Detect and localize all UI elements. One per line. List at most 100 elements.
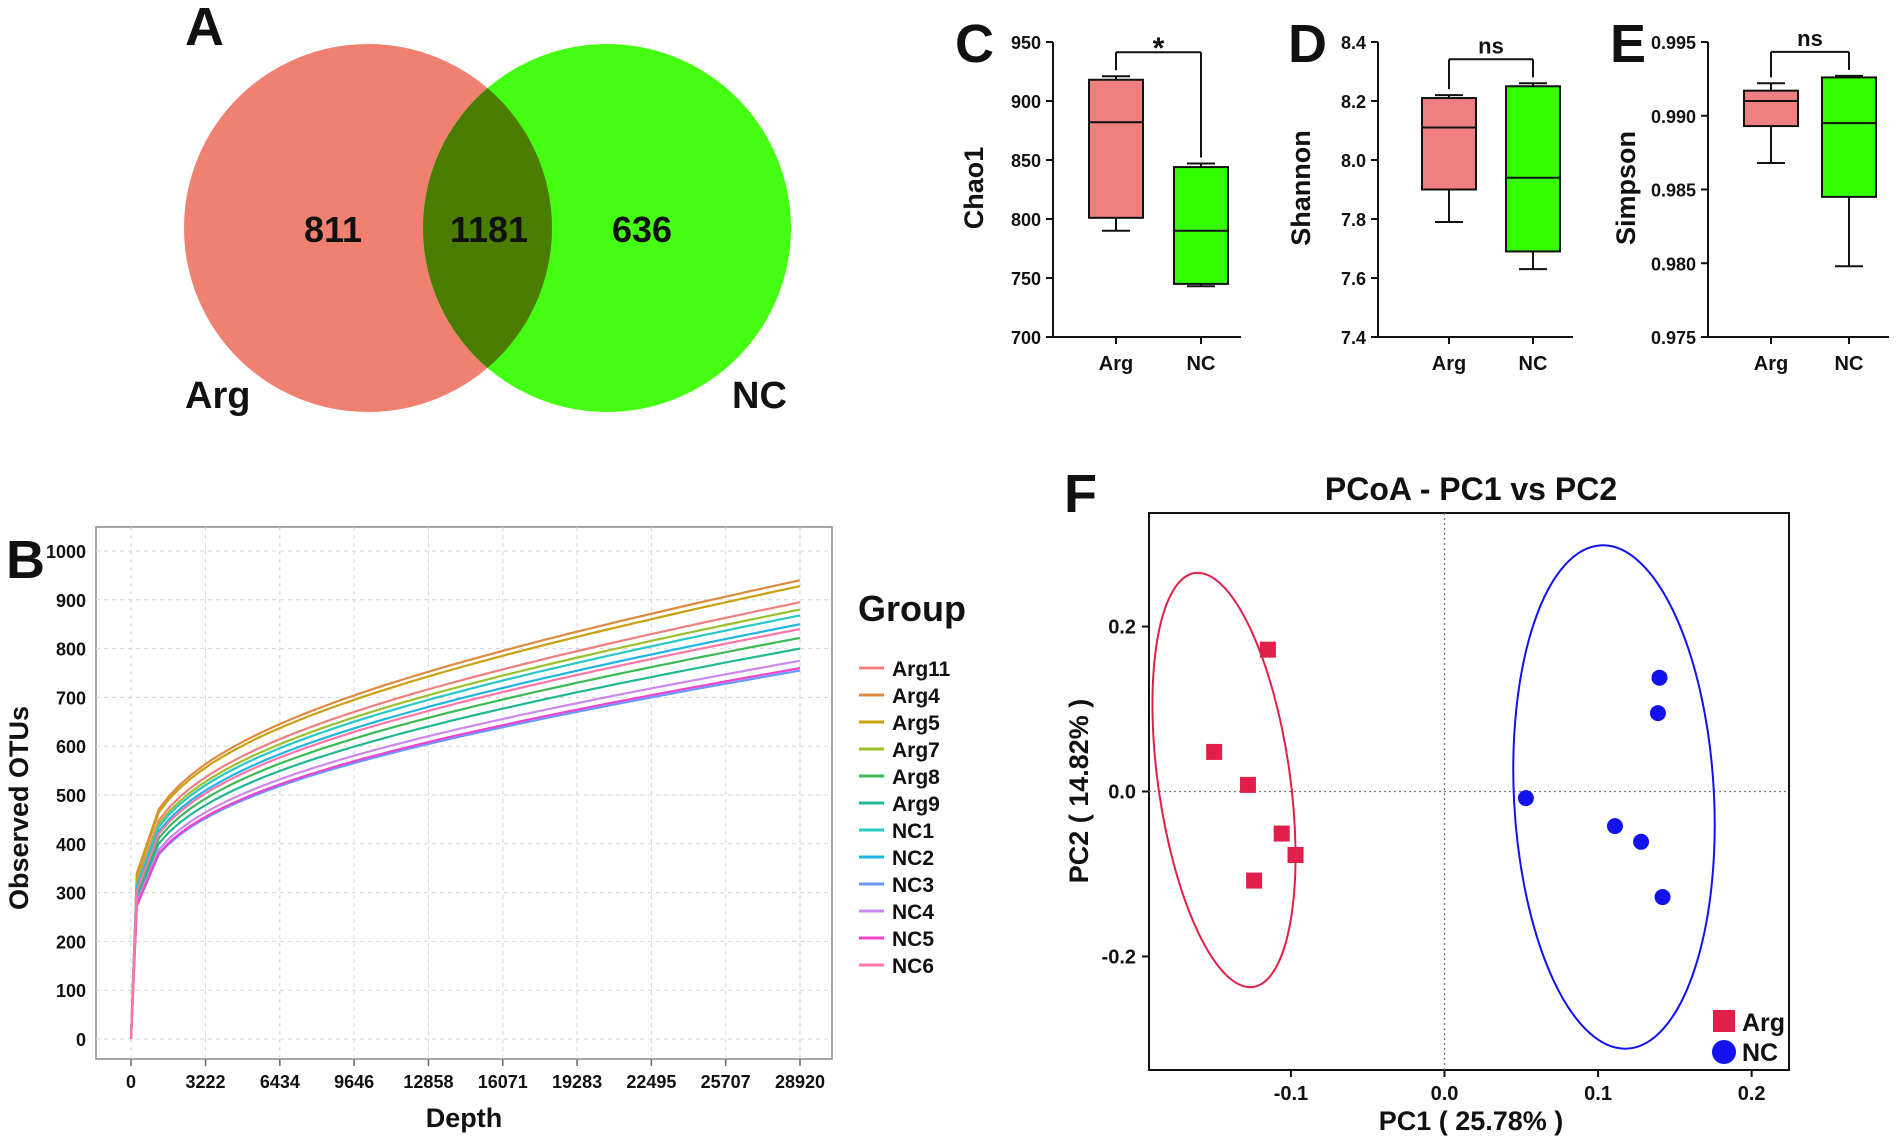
shannon-box-arg [1421, 97, 1477, 191]
rarefaction-y-tick-label: 600 [56, 737, 86, 757]
simpson-y-tick-label: 0.985 [1651, 181, 1696, 201]
rarefaction-x-axis-title: Depth [426, 1103, 503, 1133]
chao1-y-tick-label: 950 [1011, 33, 1041, 53]
pcoa-legend: Arg NC [1712, 1009, 1785, 1067]
rarefaction-plot-area [95, 526, 833, 1060]
pcoa-point-nc [1633, 833, 1650, 850]
panel-label-e: E [1610, 14, 1646, 74]
pcoa-point-nc [1517, 790, 1534, 807]
rarefaction-y-tick-label: 200 [56, 932, 86, 952]
pcoa-point-nc [1654, 889, 1671, 906]
rarefaction-line-nc1 [129, 614, 801, 1040]
rarefaction-line-nc5 [129, 667, 801, 1040]
legend-label-nc3: NC3 [892, 874, 934, 897]
legend-label-arg5: Arg5 [892, 712, 940, 735]
pcoa-y-tick-label: 0.2 [1108, 617, 1136, 639]
simpson-y-tick-label: 0.995 [1651, 33, 1696, 53]
pcoa-legend-nc-label: NC [1742, 1039, 1778, 1067]
pcoa-x-tick-label: -0.1 [1274, 1083, 1308, 1105]
rarefaction-lines [129, 579, 801, 1040]
chao1-box-arg [1088, 78, 1144, 219]
pcoa-point-nc [1649, 705, 1666, 722]
pcoa-point-arg [1287, 847, 1304, 864]
rarefaction-line-arg11 [129, 601, 801, 1040]
rarefaction-line-arg7 [129, 608, 801, 1040]
legend-label-nc2: NC2 [892, 847, 934, 870]
rarefaction-legend: Arg11 Arg4 Arg5 Arg7 Arg8 Arg9 NC1 NC2 NC3 NC4 NC5… [859, 658, 951, 978]
rarefaction-y-tick-label: 100 [56, 981, 86, 1001]
pcoa-panel: F PCoA - PC1 vs PC2 -0.1 0.0 0.1 0.2 -0.2 0.… [1064, 464, 1790, 1136]
rarefaction-panel: B 0 100 200 300 400 500 600 700 800 900 1000 0 3222… [4, 526, 966, 1133]
rarefaction-y-tick-label: 700 [56, 688, 86, 708]
chao1-box-nc [1173, 166, 1229, 285]
rarefaction-line-nc4 [129, 659, 801, 1040]
rarefaction-y-tick-label: 400 [56, 835, 86, 855]
pcoa-ellipse-nc [1512, 544, 1716, 1050]
rarefaction-y-tick-label: 0 [76, 1030, 86, 1050]
shannon-x-tick-label: Arg [1432, 353, 1466, 375]
pcoa-x-ticks: -0.1 0.0 0.1 0.2 [1274, 1070, 1766, 1105]
rarefaction-line-arg9 [129, 647, 801, 1040]
rarefaction-legend-title: Group [858, 588, 966, 629]
chao1-y-tick-label: 800 [1011, 210, 1041, 230]
pcoa-point-nc [1651, 669, 1668, 686]
shannon-y-tick-label: 8.4 [1341, 33, 1366, 53]
chao1-y-tick-label: 900 [1011, 92, 1041, 112]
pcoa-point-arg [1206, 743, 1223, 760]
pcoa-legend-arg-marker [1713, 1010, 1735, 1032]
rarefaction-line-arg4 [129, 579, 801, 1040]
pcoa-title: PCoA - PC1 vs PC2 [1325, 471, 1617, 507]
legend-label-arg8: Arg8 [892, 766, 940, 789]
rarefaction-x-tick-label: 16071 [478, 1072, 528, 1092]
panel-label-b: B [6, 530, 45, 590]
chao1-y-axis-title: Chao1 [959, 147, 989, 230]
chao1-y-tick-label: 750 [1011, 269, 1041, 289]
rarefaction-line-arg5 [129, 585, 801, 1040]
pcoa-points [1206, 641, 1671, 906]
simpson-boxplot: E Simpson ns 0.975 0.980 0.985 0.990 0.995 Ar… [1610, 14, 1889, 375]
simpson-x-tick-label: NC [1835, 353, 1864, 375]
simpson-box-nc [1821, 76, 1877, 198]
legend-label-nc4: NC4 [892, 901, 934, 924]
venn-panel: A 811 1181 636 Arg NC [184, 0, 791, 417]
legend-label-nc1: NC1 [892, 820, 934, 843]
rarefaction-x-tick-label: 12858 [403, 1072, 453, 1092]
pcoa-point-arg [1259, 641, 1276, 658]
venn-overlap-count: 1181 [450, 209, 528, 250]
shannon-y-axis-title: Shannon [1286, 130, 1316, 246]
rarefaction-x-tick-label: 28920 [775, 1072, 825, 1092]
rarefaction-y-tick-label: 300 [56, 884, 86, 904]
rarefaction-x-tick-label: 22495 [626, 1072, 676, 1092]
pcoa-x-tick-label: 0.0 [1431, 1083, 1459, 1105]
rarefaction-y-tick-label: 800 [56, 640, 86, 660]
rarefaction-line-nc2 [129, 623, 801, 1040]
chao1-y-tick-label: 700 [1011, 328, 1041, 348]
rarefaction-line-nc6 [129, 628, 801, 1040]
rarefaction-x-tick-label: 6434 [260, 1072, 300, 1092]
panel-label-f: F [1064, 464, 1097, 524]
panel-label-c: C [955, 14, 994, 74]
pcoa-y-tick-label: 0.0 [1108, 782, 1136, 804]
venn-nc-count: 636 [612, 209, 672, 250]
simpson-y-tick-label: 0.980 [1651, 254, 1696, 274]
shannon-y-tick-label: 7.4 [1341, 328, 1366, 348]
pcoa-y-axis-title: PC2 ( 14.82% ) [1064, 699, 1094, 884]
pcoa-y-tick-label: -0.2 [1102, 946, 1136, 968]
shannon-y-tick-label: 8.0 [1341, 151, 1366, 171]
simpson-box-arg [1743, 89, 1799, 128]
pcoa-y-ticks: -0.2 0.0 0.2 [1102, 617, 1149, 968]
pcoa-x-axis-title: PC1 ( 25.78% ) [1379, 1106, 1564, 1136]
rarefaction-y-tick-label: 500 [56, 786, 86, 806]
rarefaction-x-tick-label: 3222 [186, 1072, 226, 1092]
rarefaction-x-tick-label: 0 [126, 1072, 136, 1092]
venn-arg-label: Arg [185, 375, 250, 417]
shannon-box-nc [1505, 85, 1561, 253]
rarefaction-x-ticks: 0 3222 6434 9646 12858 16071 19283 22495 25707 28… [126, 1059, 825, 1092]
shannon-y-tick-label: 8.2 [1341, 92, 1366, 112]
shannon-x-tick-label: NC [1519, 353, 1548, 375]
pcoa-legend-arg-label: Arg [1742, 1009, 1785, 1037]
panel-label-a: A [185, 0, 224, 57]
pcoa-point-arg [1239, 776, 1256, 793]
rarefaction-line-arg8 [129, 636, 801, 1040]
